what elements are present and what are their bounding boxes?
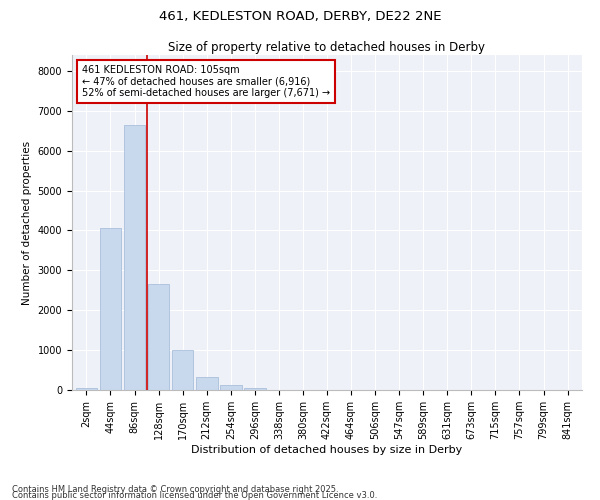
X-axis label: Distribution of detached houses by size in Derby: Distribution of detached houses by size …: [191, 445, 463, 455]
Y-axis label: Number of detached properties: Number of detached properties: [22, 140, 32, 304]
Bar: [172, 350, 193, 390]
Bar: [244, 388, 266, 390]
Title: Size of property relative to detached houses in Derby: Size of property relative to detached ho…: [169, 41, 485, 54]
Text: Contains HM Land Registry data © Crown copyright and database right 2025.: Contains HM Land Registry data © Crown c…: [12, 485, 338, 494]
Text: 461, KEDLESTON ROAD, DERBY, DE22 2NE: 461, KEDLESTON ROAD, DERBY, DE22 2NE: [159, 10, 441, 23]
Bar: [220, 385, 242, 390]
Bar: [100, 228, 121, 390]
Text: Contains public sector information licensed under the Open Government Licence v3: Contains public sector information licen…: [12, 490, 377, 500]
Bar: [196, 377, 218, 390]
Text: 461 KEDLESTON ROAD: 105sqm
← 47% of detached houses are smaller (6,916)
52% of s: 461 KEDLESTON ROAD: 105sqm ← 47% of deta…: [82, 65, 331, 98]
Bar: [76, 388, 97, 390]
Bar: [124, 125, 145, 390]
Bar: [148, 284, 169, 390]
